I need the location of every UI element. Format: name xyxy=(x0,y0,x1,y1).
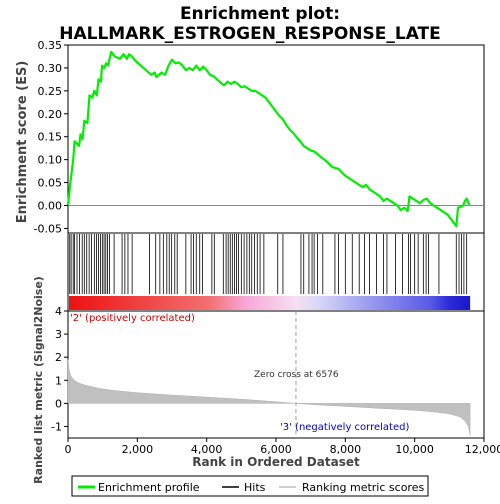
es-y-tick-label: 0.05 xyxy=(38,177,63,190)
chart-title-line1: Enrichment plot: xyxy=(180,4,340,24)
es-y-tick-label: 0.10 xyxy=(38,154,63,167)
metric-y-tick-label: 4 xyxy=(55,305,62,318)
legend-hits-label: Hits xyxy=(244,481,266,494)
legend-metric-label: Ranking metric scores xyxy=(302,481,424,494)
es-y-tick-label: 0.00 xyxy=(38,199,63,212)
ranking-color-bar xyxy=(69,296,471,310)
x-tick-label: 10,000 xyxy=(395,443,434,456)
es-y-tick-label: 0.25 xyxy=(38,85,63,98)
metric-y-tick-label: 3 xyxy=(55,328,62,341)
ranking-metric-area xyxy=(67,359,471,436)
es-y-tick-label: 0.20 xyxy=(38,108,63,121)
metric-y-tick-label: 1 xyxy=(55,374,62,387)
metric-y-tick-label: 0 xyxy=(55,397,62,410)
legend-enrichment-label: Enrichment profile xyxy=(98,481,200,494)
x-tick-label: 12,000 xyxy=(465,443,500,456)
enrichment-profile-line xyxy=(66,50,471,228)
x-tick-label: 2,000 xyxy=(122,443,154,456)
chart-title-line2: HALLMARK_ESTROGEN_RESPONSE_LATE xyxy=(59,24,441,44)
x-axis-label: Rank in Ordered Dataset xyxy=(192,455,360,469)
x-tick-label: 6,000 xyxy=(260,443,292,456)
x-tick-label: 4,000 xyxy=(191,443,223,456)
es-y-tick-label: 0.15 xyxy=(38,131,63,144)
x-tick-label: 8,000 xyxy=(330,443,362,456)
es-y-tick-label: 0.35 xyxy=(38,39,63,52)
es-panel xyxy=(67,44,485,234)
metric-y-tick-label: -1 xyxy=(51,420,62,433)
metric-y-tick-label: 2 xyxy=(55,351,62,364)
metric-y-axis-label: Ranked list metric (Signal2Noise) xyxy=(32,276,45,484)
x-tick-label: 0 xyxy=(65,443,72,456)
zero-cross-label: Zero cross at 6576 xyxy=(254,370,339,380)
es-y-tick-label: 0.30 xyxy=(38,62,63,75)
positive-correlation-label: '2' (positively correlated) xyxy=(70,313,195,324)
legend-box xyxy=(71,475,429,497)
metric-panel xyxy=(67,310,485,439)
es-y-axis-label: Enrichment score (ES) xyxy=(15,61,30,224)
es-y-tick-label: -0.05 xyxy=(34,222,62,235)
negative-correlation-label: '3' (negatively correlated) xyxy=(280,422,409,433)
